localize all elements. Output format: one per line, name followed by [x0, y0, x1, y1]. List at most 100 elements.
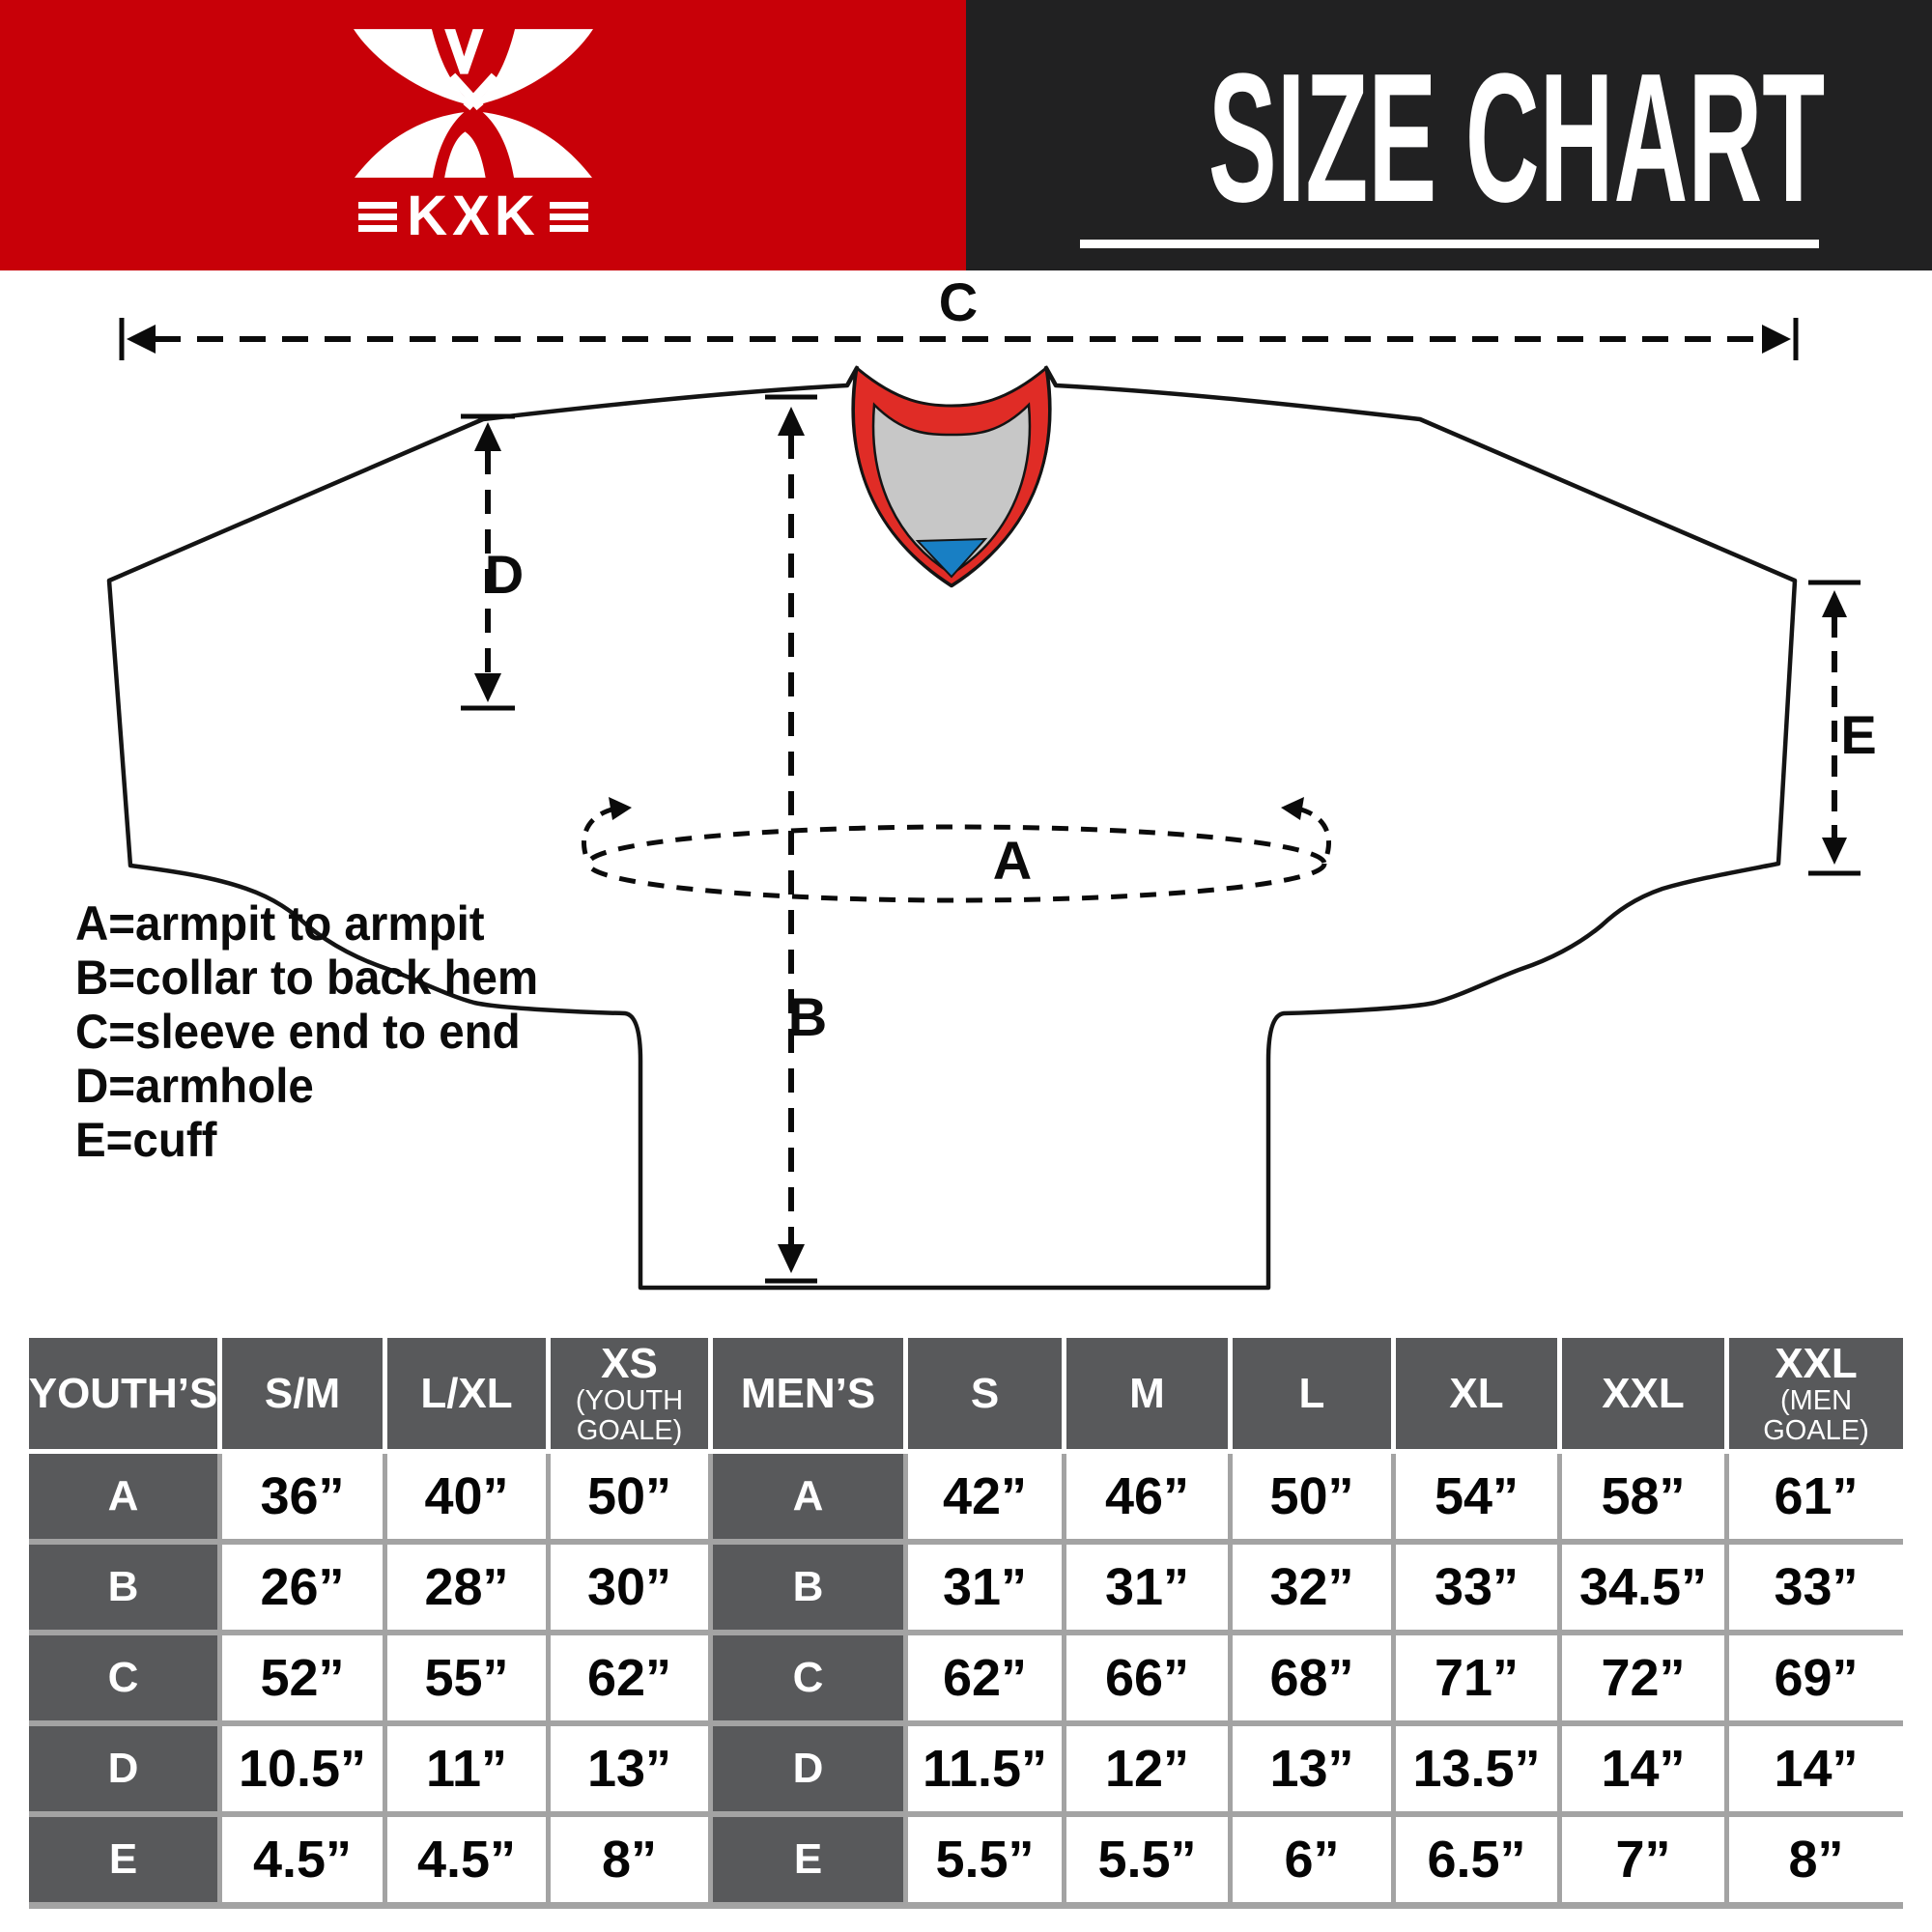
value-cell: 72” — [1562, 1635, 1724, 1720]
row-label-cell: E — [713, 1817, 903, 1902]
legend-line: A=armpit to armpit — [75, 896, 485, 951]
title-underline — [1079, 240, 1819, 248]
dim-c-arrow — [119, 318, 1799, 360]
value-cell: 42” — [908, 1454, 1062, 1539]
value-cell: 50” — [551, 1454, 708, 1539]
logo-wordmark: KXK — [407, 185, 540, 247]
value-cell: 13” — [551, 1726, 708, 1811]
value-cell: 69” — [1729, 1635, 1903, 1720]
column-sublabel: (YOUTH GOALE) — [575, 1384, 684, 1446]
dim-e-label: E — [1840, 704, 1876, 765]
row-label-cell: A — [713, 1454, 903, 1539]
value-cell: 46” — [1066, 1454, 1228, 1539]
value-cell: 52” — [222, 1635, 383, 1720]
dim-a-ellipse — [582, 797, 1331, 903]
value-cell: 36” — [222, 1454, 383, 1539]
value-cell: 11.5” — [908, 1726, 1062, 1811]
value-cell: 71” — [1396, 1635, 1557, 1720]
triple-bar-icon — [358, 201, 398, 232]
table-row: D 10.5” 11” 13” D 11.5” 12” 13” 13.5” 14” 14” — [29, 1726, 1903, 1811]
column-label: L/XL — [420, 1369, 513, 1417]
table-row: C 52” 55” 62” C 62” 66” 68” 71” 72” 69” — [29, 1635, 1903, 1720]
column-label: XL — [1449, 1369, 1504, 1417]
value-cell: 4.5” — [387, 1817, 546, 1902]
value-cell: 11” — [387, 1726, 546, 1811]
page-title: SIZE CHART — [1208, 36, 1826, 241]
size-header-cell: XXL — [1562, 1338, 1724, 1449]
jersey-measurement-diagram: C D B E — [106, 271, 1877, 1291]
value-cell: 13” — [1233, 1726, 1391, 1811]
value-cell: 10.5” — [222, 1726, 383, 1811]
value-cell: 32” — [1233, 1545, 1391, 1630]
size-header-cell: S/M — [222, 1338, 383, 1449]
legend: A=armpit to armpit B=collar to back hem C=… — [75, 896, 538, 1167]
size-header-cell: L — [1233, 1338, 1391, 1449]
logo-wordmark-row: KXK — [352, 188, 595, 244]
column-label: M — [1129, 1369, 1165, 1417]
collar — [852, 365, 1051, 587]
column-label: XXL — [1775, 1339, 1858, 1387]
value-cell: 66” — [1066, 1635, 1228, 1720]
value-cell: 31” — [1066, 1545, 1228, 1630]
table-row: E 4.5” 4.5” 8” E 5.5” 5.5” 6” 6.5” 7” 8” — [29, 1817, 1903, 1902]
column-label: YOUTH’S — [28, 1369, 218, 1417]
group-header-cell: MEN’S — [713, 1338, 903, 1449]
row-label-cell: A — [29, 1454, 217, 1539]
size-header-cell: M — [1066, 1338, 1228, 1449]
value-cell: 33” — [1729, 1545, 1903, 1630]
value-cell: 8” — [1729, 1817, 1903, 1902]
dim-b-label: B — [788, 986, 827, 1047]
column-label: S — [970, 1369, 1000, 1417]
legend-line: B=collar to back hem — [75, 951, 539, 1005]
value-cell: 30” — [551, 1545, 708, 1630]
legend-line: C=sleeve end to end — [75, 1005, 521, 1059]
value-cell: 31” — [908, 1545, 1062, 1630]
value-cell: 68” — [1233, 1635, 1391, 1720]
row-label-cell: E — [29, 1817, 217, 1902]
row-label-cell: B — [29, 1545, 217, 1630]
row-label-cell: C — [29, 1635, 217, 1720]
value-cell: 28” — [387, 1545, 546, 1630]
dim-b-arrow — [765, 394, 817, 1284]
size-header-cell: XS (YOUTH GOALE) — [551, 1338, 708, 1449]
value-cell: 58” — [1562, 1454, 1724, 1539]
value-cell: 55” — [387, 1635, 546, 1720]
size-header-cell: XL — [1396, 1338, 1557, 1449]
value-cell: 50” — [1233, 1454, 1391, 1539]
value-cell: 62” — [908, 1635, 1062, 1720]
value-cell: 40” — [387, 1454, 546, 1539]
value-cell: 14” — [1562, 1726, 1724, 1811]
value-cell: 54” — [1396, 1454, 1557, 1539]
legend-line: E=cuff — [75, 1113, 217, 1167]
row-label-cell: B — [713, 1545, 903, 1630]
table-row: A 36” 40” 50” A 42” 46” 50” 54” 58” 61” — [29, 1454, 1903, 1539]
table-row: B 26” 28” 30” B 31” 31” 32” 33” 34.5” 33” — [29, 1545, 1903, 1630]
value-cell: 8” — [551, 1817, 708, 1902]
title-panel — [966, 0, 1932, 270]
size-header-cell: XXL (MEN GOALE) — [1729, 1338, 1903, 1449]
legend-line: D=armhole — [75, 1059, 314, 1113]
value-cell: 33” — [1396, 1545, 1557, 1630]
value-cell: 6” — [1233, 1817, 1391, 1902]
dim-e-arrow — [1808, 580, 1861, 876]
value-cell: 4.5” — [222, 1817, 383, 1902]
value-cell: 5.5” — [908, 1817, 1062, 1902]
column-label: S/M — [264, 1369, 341, 1417]
value-cell: 14” — [1729, 1726, 1903, 1811]
value-cell: 26” — [222, 1545, 383, 1630]
column-label: L — [1298, 1369, 1325, 1417]
value-cell: 7” — [1562, 1817, 1724, 1902]
size-table: YOUTH’S S/M L/XL XS (YOUTH GOALE) MEN’S S M L XL X… — [29, 1338, 1903, 1909]
value-cell: 5.5” — [1066, 1817, 1228, 1902]
row-label-cell: D — [29, 1726, 217, 1811]
value-cell: 34.5” — [1562, 1545, 1724, 1630]
column-label: XXL — [1602, 1369, 1685, 1417]
collar-inner-gray — [871, 402, 1032, 576]
kxk-logo: KXK — [352, 29, 595, 244]
column-sublabel: (MEN GOALE) — [1763, 1384, 1869, 1446]
dim-d-arrow — [461, 413, 515, 711]
collar-blue-insert — [915, 537, 988, 579]
size-header-cell: L/XL — [387, 1338, 546, 1449]
column-label: MEN’S — [740, 1369, 876, 1417]
